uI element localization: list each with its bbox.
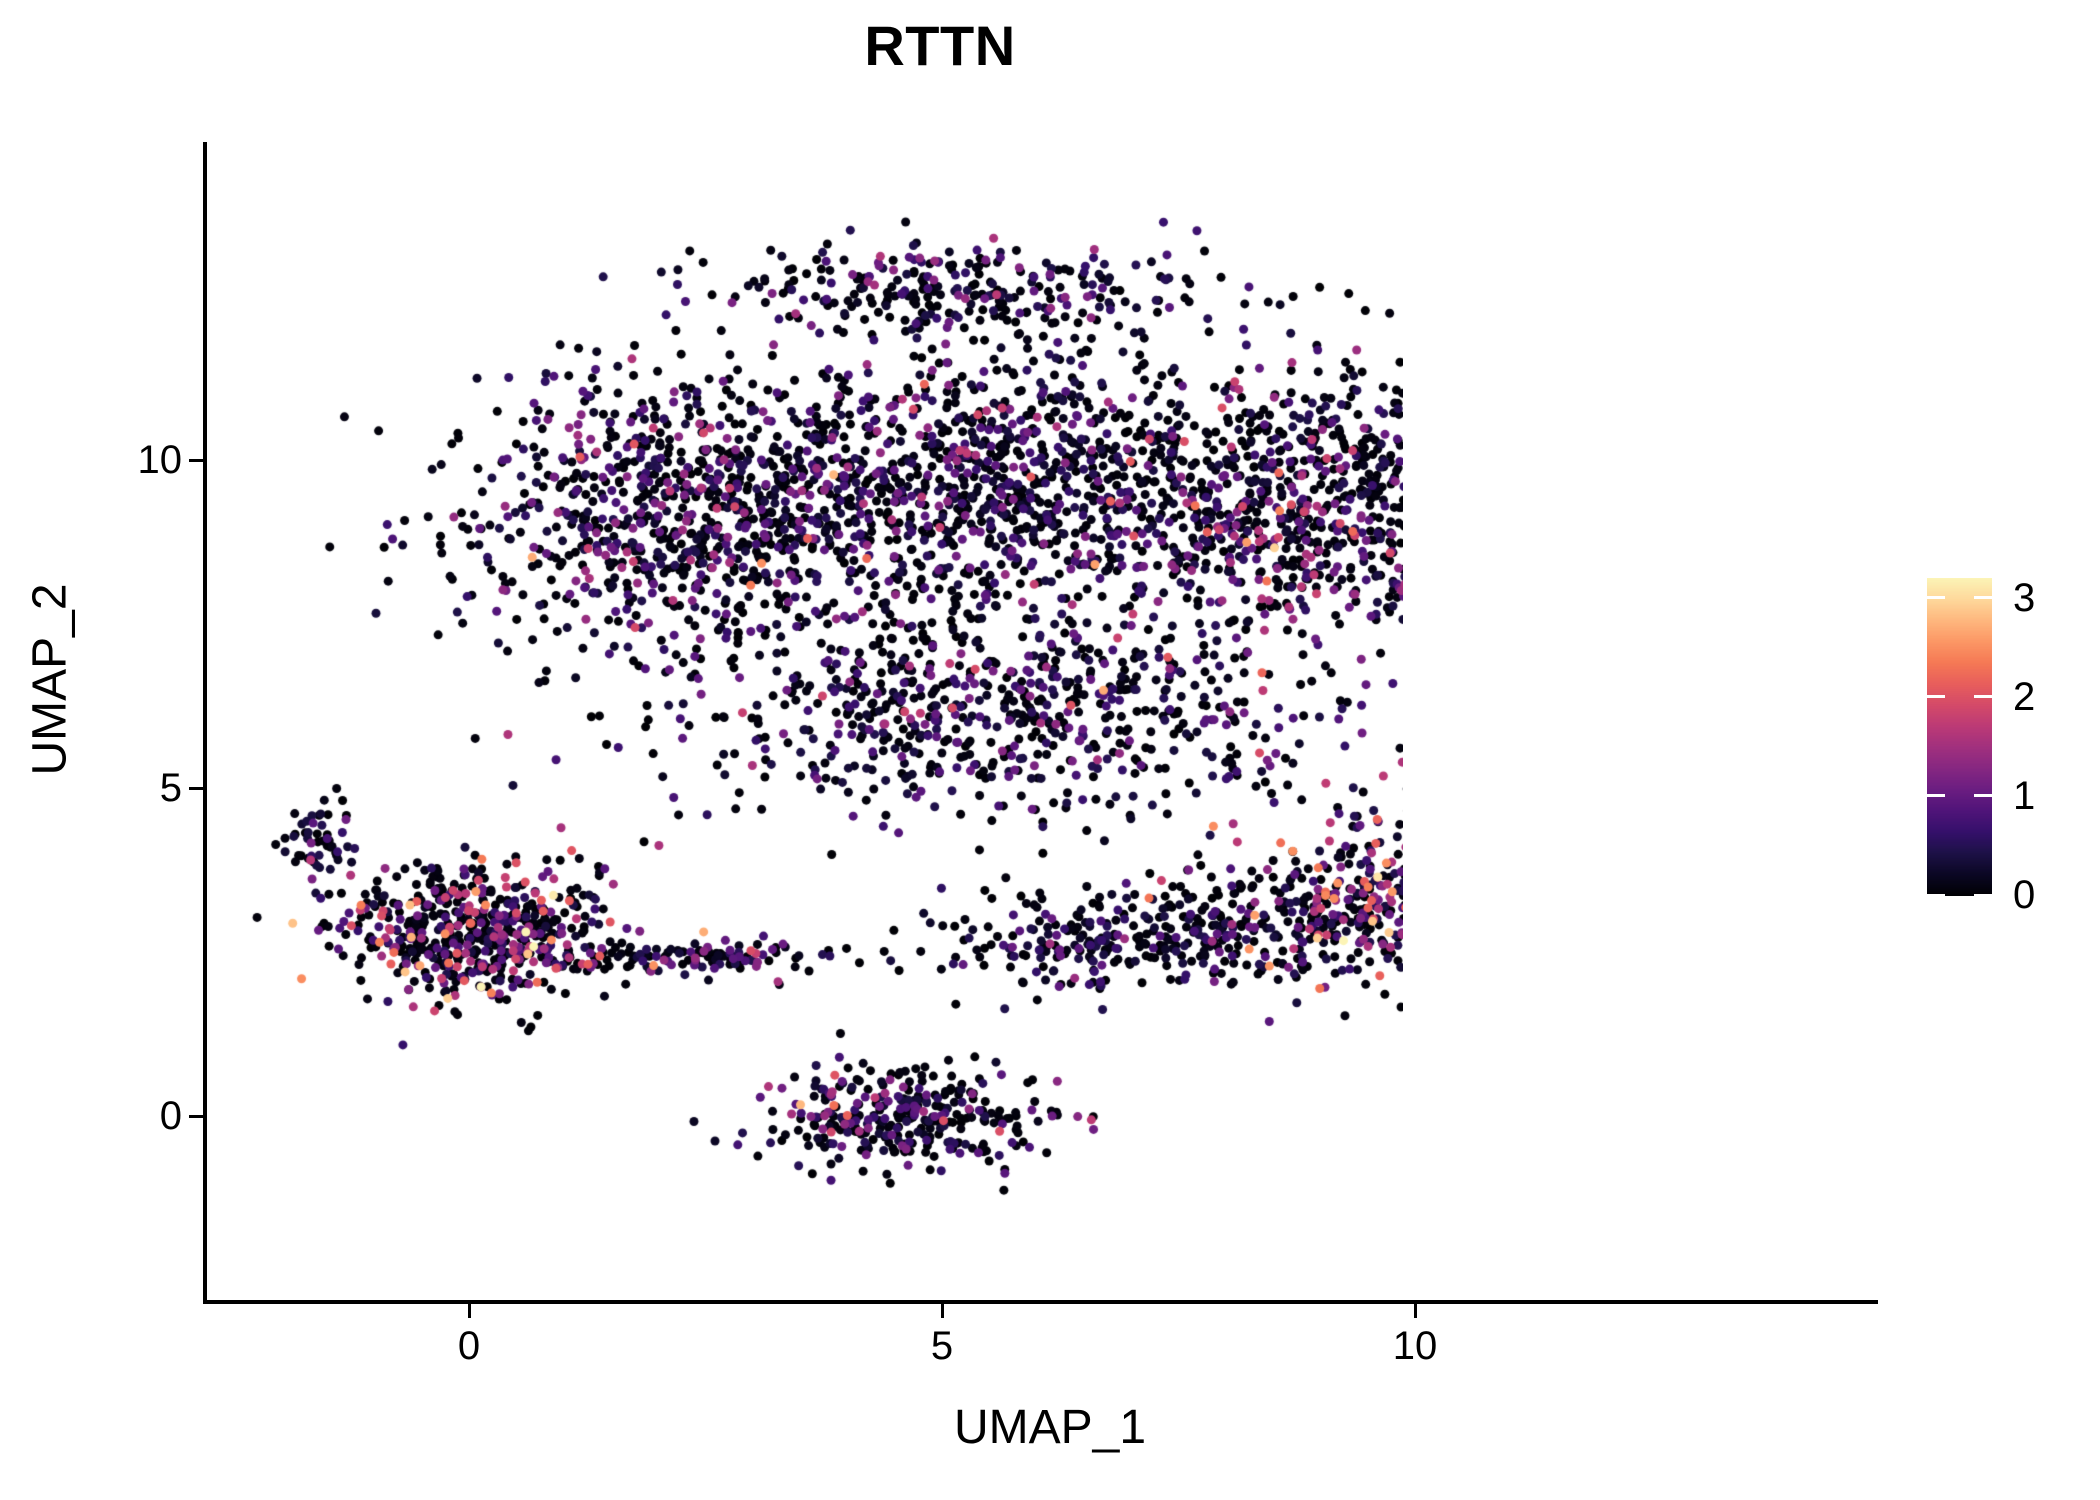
y-tick-mark xyxy=(189,458,203,462)
x-tick-mark xyxy=(940,1304,944,1318)
colorbar-tick-mark xyxy=(1927,695,1945,699)
x-tick-label: 10 xyxy=(1392,1324,1438,1368)
colorbar-tick-mark xyxy=(1974,893,1992,897)
colorbar-tick-mark xyxy=(1927,596,1945,600)
x-tick-label: 0 xyxy=(457,1324,481,1368)
colorbar-gradient xyxy=(1927,578,1992,896)
x-axis-line xyxy=(203,1300,1878,1304)
y-tick-label: 0 xyxy=(159,1094,182,1138)
x-axis-title: UMAP_1 xyxy=(953,1401,1147,1454)
y-axis-line xyxy=(203,142,207,1304)
colorbar-tick-mark xyxy=(1927,794,1945,798)
colorbar-tick-mark xyxy=(1927,893,1945,897)
colorbar-tick-mark xyxy=(1974,794,1992,798)
colorbar-tick-mark xyxy=(1974,695,1992,699)
y-tick-mark xyxy=(189,786,203,790)
x-tick-mark xyxy=(467,1304,471,1318)
colorbar-tick-mark xyxy=(1974,596,1992,600)
colorbar-tick-label: 2 xyxy=(2013,674,2036,719)
y-tick-mark xyxy=(189,1114,203,1118)
y-tick-label: 5 xyxy=(159,766,182,810)
scatter-points-canvas[interactable] xyxy=(205,142,1403,1302)
y-tick-label: 10 xyxy=(137,438,183,482)
x-tick-label: 5 xyxy=(930,1324,954,1368)
colorbar-tick-label: 3 xyxy=(2013,575,2036,620)
y-axis-title: UMAP_2 xyxy=(23,583,77,776)
scatter-plot-panel[interactable] xyxy=(205,142,1403,1302)
page-title: RTTN xyxy=(864,14,1016,77)
x-tick-mark xyxy=(1413,1304,1417,1318)
colorbar-tick-label: 1 xyxy=(2013,773,2036,818)
color-legend[interactable]: 3 2 1 0 xyxy=(1927,575,2087,915)
colorbar-tick-label: 0 xyxy=(2013,873,2036,917)
